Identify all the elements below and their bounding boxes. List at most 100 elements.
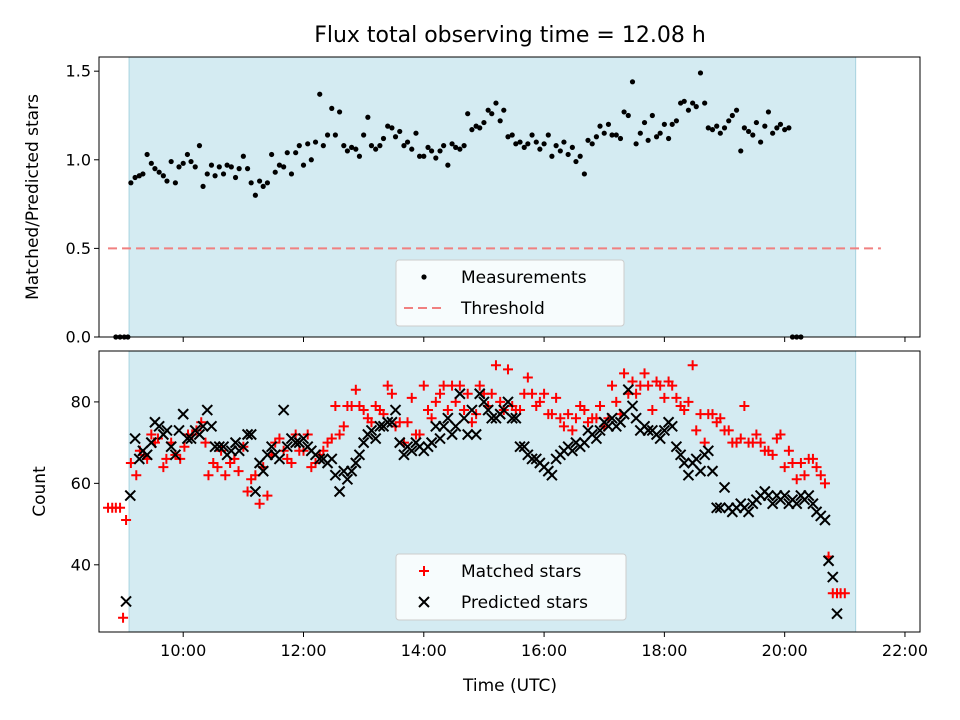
predicted-star-point (237, 440, 250, 453)
predicted-star-point (177, 408, 189, 420)
measurement-point (284, 150, 290, 156)
measurement-point (709, 127, 716, 133)
measurement-point (481, 119, 487, 126)
predicted-star-point (398, 449, 410, 461)
predicted-star-point (827, 571, 839, 583)
predicted-star-point (369, 432, 382, 445)
measurement-point (252, 192, 258, 198)
measurement-point (609, 132, 615, 138)
predicted-star-point (502, 396, 514, 408)
measurement-point (312, 139, 319, 145)
x-tick-label: 12:00 (280, 641, 326, 660)
measurement-point (324, 132, 331, 138)
measurement-point (437, 148, 443, 154)
predicted-star-point (161, 424, 173, 437)
matched-star-point (767, 449, 778, 460)
measurement-point (557, 148, 563, 154)
measurement-point (425, 144, 431, 150)
matched-star-point (679, 405, 690, 416)
measurement-point (336, 109, 343, 115)
measurement-point (212, 173, 218, 179)
measurement-point (806, 0, 811, 3)
measurement-point (461, 143, 467, 149)
measurement-point (308, 157, 314, 163)
measurement-point (156, 169, 162, 175)
measurement-point (741, 125, 747, 131)
matched-star-point (418, 380, 429, 391)
matched-star-point (667, 380, 678, 391)
measurement-point (842, 0, 847, 3)
measurement-point (421, 153, 427, 159)
matched-star-point (691, 425, 702, 436)
measurement-point (601, 130, 607, 136)
predicted-star-point (249, 485, 262, 498)
predicted-star-point (386, 416, 398, 428)
predicted-star-point (566, 445, 579, 457)
measurement-point (276, 162, 283, 168)
predicted-star-point (710, 502, 723, 514)
predicted-star-point (762, 489, 775, 502)
measurement-point (200, 183, 206, 189)
measurement-point (565, 151, 571, 158)
predicted-star-point (374, 420, 386, 433)
measurement-point (738, 148, 744, 154)
matched-star-point (643, 380, 654, 391)
measurement-point (353, 146, 359, 152)
matched-star-point (546, 409, 557, 420)
predicted-star-point (670, 440, 683, 453)
measurement-point (834, 0, 839, 3)
measurement-point (449, 141, 455, 147)
predicted-star-point (353, 449, 366, 461)
matched-star-point (779, 462, 790, 473)
measurement-point (880, 0, 885, 3)
measurement-point (826, 0, 831, 3)
measurement-point (220, 171, 227, 177)
measurement-point (573, 158, 579, 165)
matched-star-point (579, 405, 590, 416)
predicted-star-point (389, 404, 402, 416)
measurement-point (305, 141, 311, 147)
measurement-point (717, 130, 723, 136)
matched-star-point (683, 396, 694, 407)
measurement-point (272, 169, 278, 175)
measurement-point (497, 118, 503, 124)
matched-star-point (659, 392, 670, 403)
matched-star-point (430, 396, 441, 407)
x-tick-label: 20:00 (762, 641, 808, 660)
measurement-point (433, 155, 439, 161)
measurement-point (264, 180, 271, 186)
measurement-point (293, 150, 299, 156)
matched-star-point (611, 396, 622, 407)
measurement-point (537, 146, 543, 152)
measurement-point (729, 112, 735, 119)
y-axis-label: Count (30, 466, 50, 517)
matched-star-point (330, 400, 341, 411)
measurement-point (830, 0, 835, 3)
matched-star-point (811, 462, 822, 473)
predicted-star-point (674, 449, 687, 461)
y-tick-label: 1.5 (66, 62, 91, 81)
measurement-point (485, 107, 491, 113)
measurement-point (777, 121, 784, 127)
matched-star-point (539, 388, 550, 399)
matched-star-point (242, 486, 253, 497)
measurement-point (605, 121, 612, 127)
matched-star-point (406, 392, 417, 403)
measurement-point (401, 143, 407, 149)
measurement-point (774, 125, 780, 131)
matched-star-point (671, 392, 682, 403)
matched-star-point (522, 372, 533, 383)
matched-star-point (490, 360, 501, 371)
measurement-point (329, 105, 335, 111)
measurement-point (810, 0, 815, 3)
measurement-point (641, 119, 648, 126)
measurement-point (802, 0, 807, 3)
axes-frame (98, 350, 921, 633)
top-panel: 0.0 0.5 1.0 1.5 Matched/Predicted stars Measu… (23, 0, 921, 347)
measurement-point (317, 91, 323, 97)
matched-star-point (423, 405, 434, 416)
measurement-point (553, 143, 559, 149)
predicted-star-point (642, 424, 654, 437)
measurement-point (525, 141, 531, 147)
measurement-point (818, 0, 823, 3)
